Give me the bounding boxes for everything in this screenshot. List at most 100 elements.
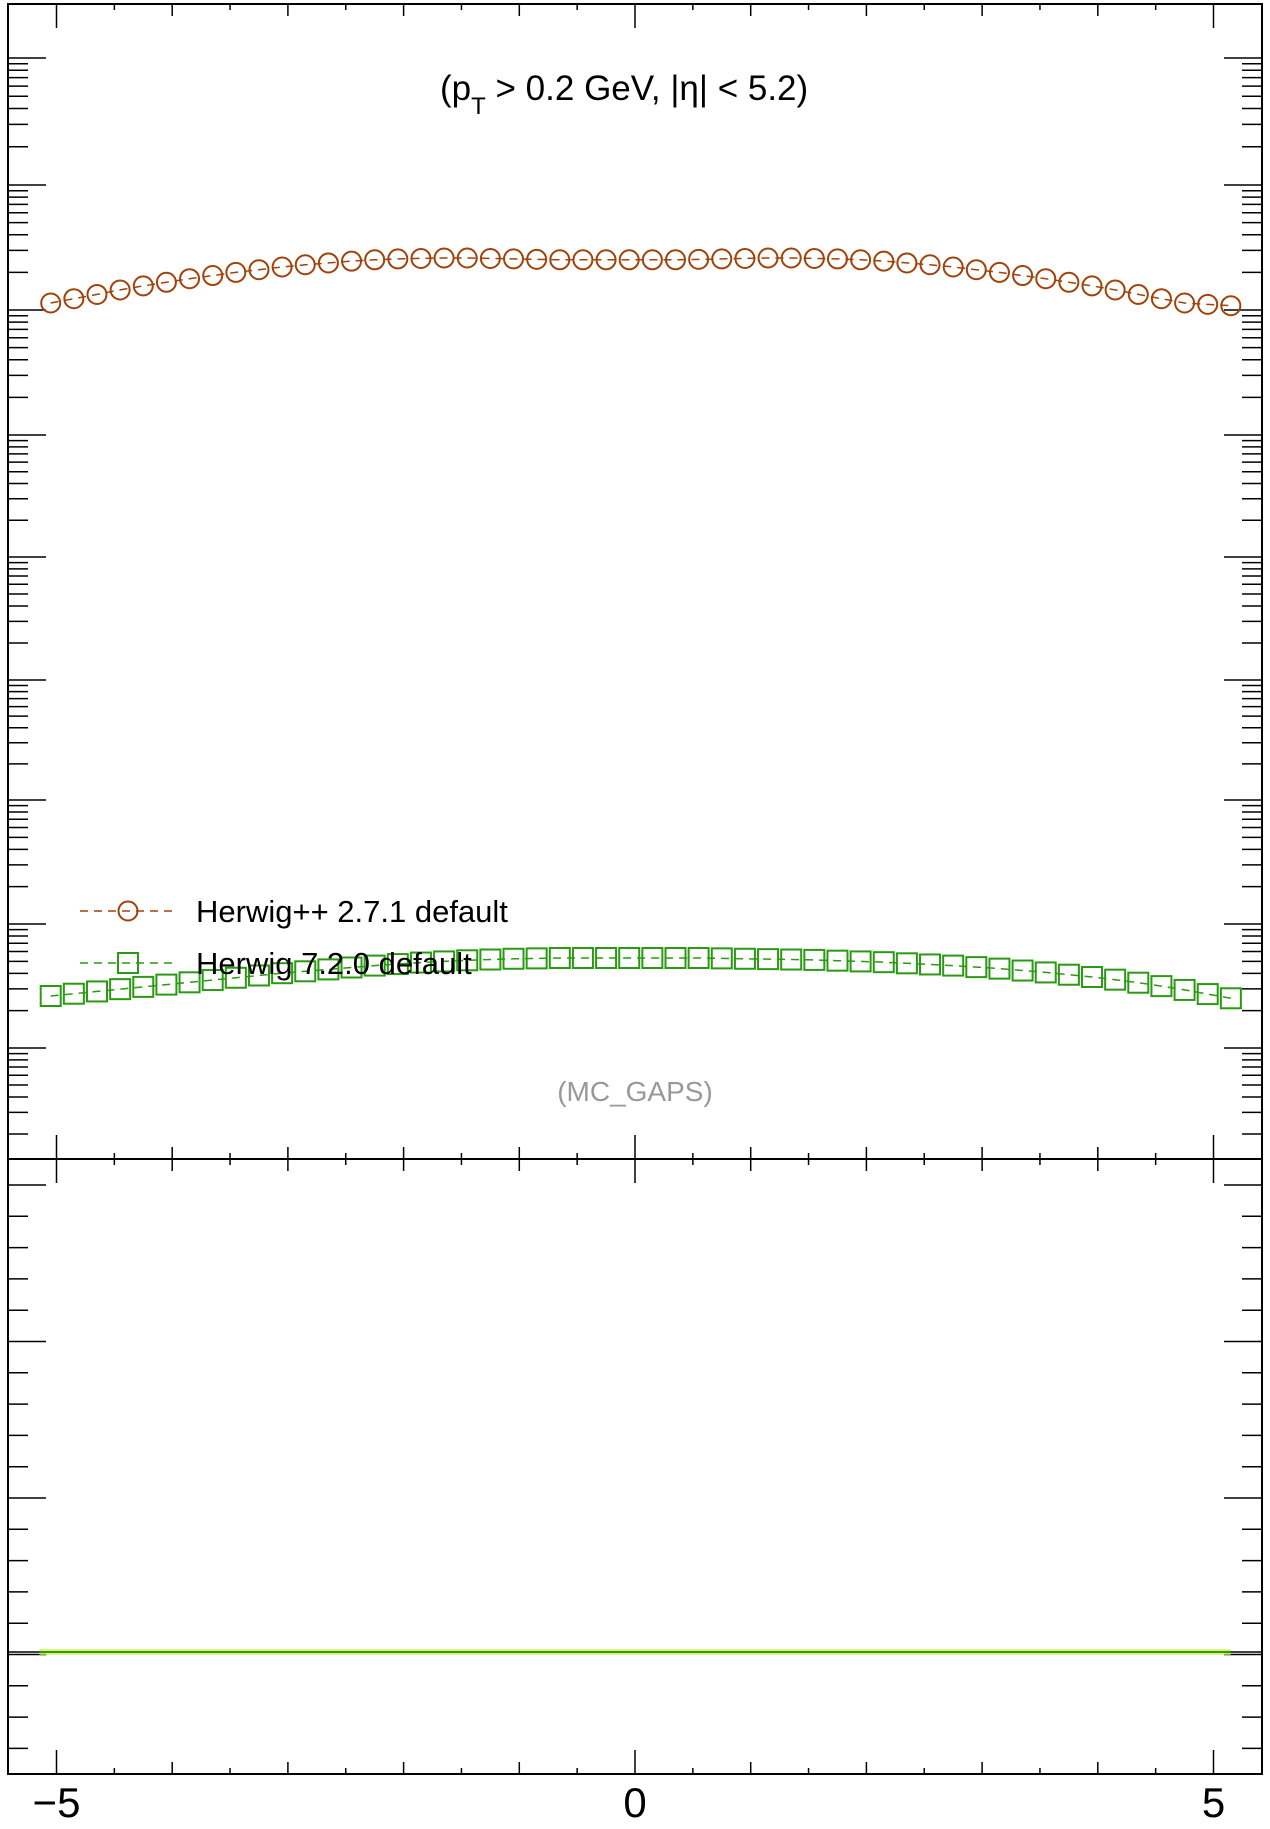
data-point [1057, 963, 1080, 986]
data-point [595, 249, 617, 271]
data-point [178, 971, 201, 994]
data-point [179, 268, 201, 290]
x-tick-label: −5 [33, 1779, 81, 1826]
data-point [849, 950, 872, 973]
data-point [1081, 275, 1103, 297]
data-point [456, 949, 479, 972]
data-point [202, 265, 224, 287]
data-point [341, 250, 363, 272]
data-point [942, 256, 964, 278]
series-layer [39, 247, 1242, 1010]
data-point [155, 271, 177, 293]
data-point [225, 261, 247, 283]
series-line [50, 957, 1232, 1000]
data-point [364, 249, 386, 271]
data-point [641, 249, 663, 271]
data-point [503, 248, 525, 270]
data-point [479, 247, 501, 269]
data-point [86, 283, 108, 305]
data-point [826, 248, 848, 270]
data-point [664, 947, 687, 969]
data-point [618, 947, 641, 969]
data-point [733, 947, 756, 970]
data-point [688, 248, 710, 270]
data-point [1104, 279, 1126, 301]
data-point [873, 250, 895, 272]
data-point [247, 964, 270, 987]
data-point [803, 247, 825, 269]
data-point [224, 966, 247, 989]
data-point [757, 948, 780, 971]
data-point [1058, 271, 1080, 293]
data-point [1219, 987, 1242, 1010]
data-point [1011, 959, 1034, 982]
data-point [63, 288, 85, 310]
data-point [201, 969, 224, 992]
subtitle-rest: > 0.2 GeV, |η| < 5.2) [486, 69, 808, 108]
data-point [1173, 978, 1196, 1001]
data-point [965, 259, 987, 281]
data-point [1035, 268, 1057, 290]
data-point [1104, 968, 1127, 991]
legend-entry: Herwig 7.2.0 default [80, 946, 472, 981]
data-point [409, 951, 432, 974]
data-point [433, 247, 455, 269]
data-point [410, 247, 432, 269]
data-point [850, 249, 872, 271]
data-point [248, 259, 270, 281]
data-point [641, 947, 664, 969]
ratio-panel-frame [7, 1158, 1263, 1775]
series-line [50, 257, 1231, 307]
data-point [433, 950, 456, 973]
data-point [826, 949, 849, 972]
x-tick-label: 0 [623, 1779, 646, 1826]
data-point [780, 247, 802, 269]
data-point [711, 248, 733, 270]
data-point [1197, 293, 1219, 315]
data-point [132, 275, 154, 297]
plot-frames [7, 3, 1263, 1775]
data-point [965, 956, 988, 979]
data-point [1220, 295, 1242, 317]
data-point [62, 982, 85, 1005]
axis-ticks [8, 4, 1262, 1774]
data-point [109, 279, 131, 301]
data-point [85, 980, 108, 1003]
data-point [1196, 983, 1219, 1006]
data-point [317, 958, 340, 981]
data-point [40, 292, 62, 314]
legend: Herwig++ 2.7.1 default Herwig 7.2.0 defau… [80, 894, 508, 981]
data-point [271, 962, 294, 985]
data-point [1150, 975, 1173, 998]
series-1 [40, 247, 1242, 317]
data-point [664, 249, 686, 271]
data-point [572, 249, 594, 271]
data-point [896, 252, 918, 274]
data-point [526, 248, 548, 270]
data-point [1174, 292, 1196, 314]
subtitle-main: (p [440, 69, 471, 108]
data-point [919, 254, 941, 276]
data-point [618, 249, 640, 271]
subtitle-sub: T [471, 93, 486, 120]
data-point [340, 956, 363, 979]
data-point [710, 947, 733, 970]
data-point [479, 948, 502, 971]
data-point [1012, 265, 1034, 287]
data-point [1081, 966, 1104, 988]
legend-label: Herwig 7.2.0 default [196, 946, 472, 981]
data-point [1150, 288, 1172, 310]
subtitle: (pT > 0.2 GeV, |η| < 5.2) [440, 69, 808, 120]
data-point [294, 960, 317, 983]
data-point [549, 249, 571, 271]
data-point [687, 947, 710, 969]
data-point [317, 252, 339, 274]
data-point [548, 947, 571, 969]
data-point [942, 954, 965, 977]
data-point [1127, 971, 1150, 994]
data-point [988, 261, 1010, 283]
data-point [387, 248, 409, 270]
data-point [895, 952, 918, 975]
legend-marker [117, 952, 139, 974]
